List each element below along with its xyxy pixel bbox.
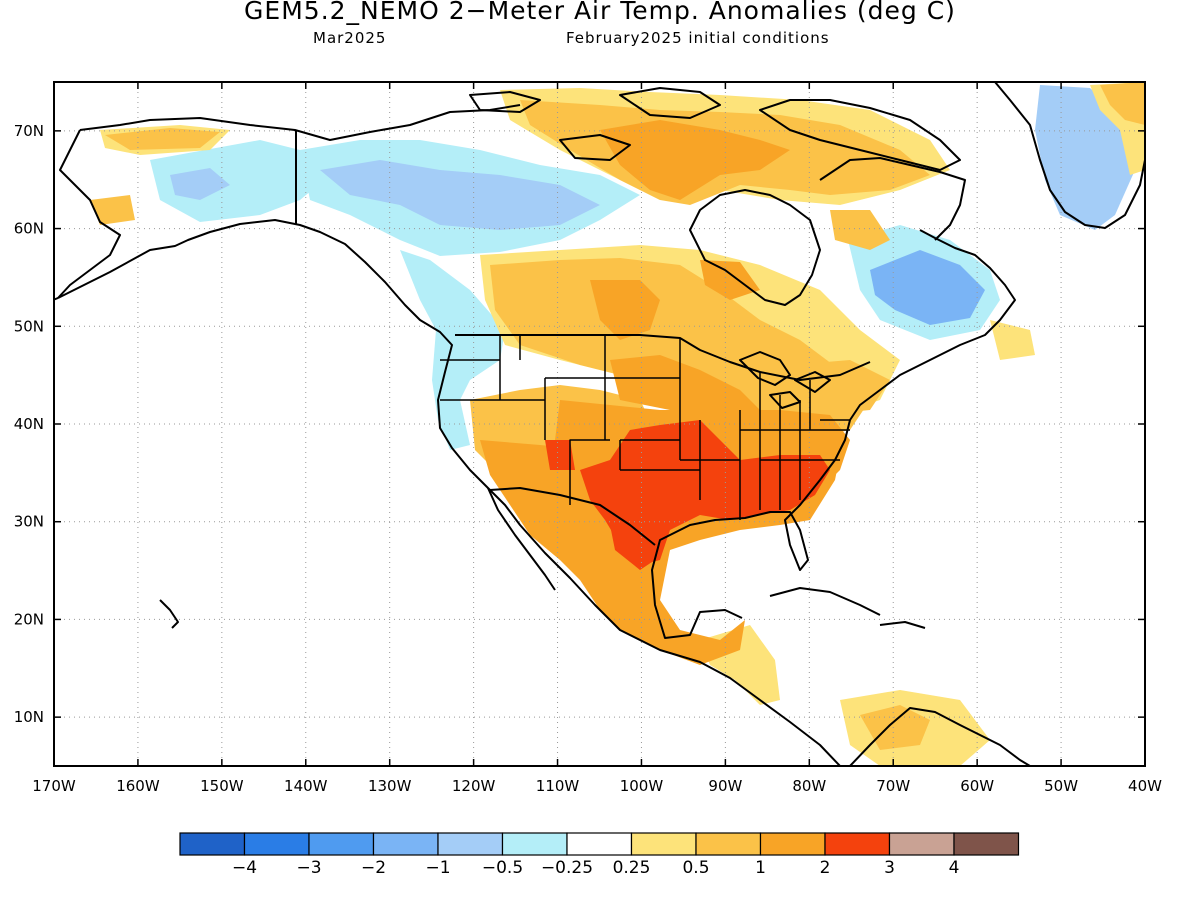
initial-conditions-label: February2025 initial conditions (566, 29, 830, 47)
region-pacific-nw-cool (400, 250, 505, 450)
lon-tick-label: 100W (620, 777, 664, 795)
chart-title: GEM5.2_NEMO 2−Meter Air Temp. Anomalies … (244, 0, 956, 25)
region-atlantic-canada-light-warm (990, 320, 1035, 360)
lon-tick-label: 120W (452, 777, 496, 795)
colorbar-label: 2 (820, 858, 831, 878)
region-southwest-hot (545, 440, 575, 470)
forecast-month: Mar2025 (313, 29, 387, 47)
coastline-baja (487, 487, 556, 591)
lon-tick-label: 140W (284, 777, 328, 795)
lat-tick-label: 20N (14, 610, 44, 628)
lon-tick-label: 60W (960, 777, 994, 795)
colorbar-label: −1 (425, 858, 450, 878)
colorbar-label: 0.5 (682, 858, 709, 878)
coastline-baffin (759, 99, 961, 171)
colorbar-label: 1 (755, 858, 766, 878)
lat-tick-label: 40N (14, 415, 44, 433)
coastlines (54, 82, 1145, 766)
coastline-south-america (849, 707, 1031, 766)
colorbar-swatch (372, 832, 439, 856)
lon-tick-label: 90W (708, 777, 742, 795)
lon-tick-label: 40W (1128, 777, 1162, 795)
lon-tick-label: 110W (536, 777, 580, 795)
coastline-alaska-west (57, 129, 121, 299)
lat-tick-label: 60N (14, 220, 44, 238)
coastline-hudson-bay (689, 189, 821, 306)
lon-tick-label: 150W (200, 777, 244, 795)
colorbar-swatch (437, 832, 504, 856)
coastline-alaska-north (79, 104, 521, 141)
colorbar-label: −2 (361, 858, 386, 878)
colorbar-swatch (179, 832, 246, 856)
coastline-aleutians (54, 297, 59, 301)
state-boundaries (440, 335, 850, 520)
lat-tick-label: 10N (14, 708, 44, 726)
lon-tick-label: 160W (116, 777, 160, 795)
colorbar: −4 −3 −2 −1 −0.5 −0.25 0.25 0.5 1 2 3 4 (179, 832, 1020, 878)
region-plains-warm (610, 355, 760, 415)
region-labrador-cold (870, 250, 985, 325)
region-greenland-cool (1035, 85, 1135, 230)
colorbar-label: 3 (884, 858, 895, 878)
longitude-axis: 170W 160W 150W 140W 130W 120W 110W 100W 90W 80W 70… (32, 82, 1162, 795)
region-alaska-cold (170, 168, 230, 200)
anomaly-shading (90, 82, 1145, 766)
coastline-arctic-island-1 (619, 87, 721, 119)
border-us-canada (455, 334, 871, 381)
coastline-hawaii (159, 599, 179, 629)
colorbar-swatch (630, 832, 697, 856)
region-alaska-warm (90, 195, 135, 225)
colorbar-label: −4 (232, 858, 257, 878)
region-southern-plains-hot (580, 420, 830, 565)
colorbar-swatch (759, 832, 826, 856)
coastline-arctic-island-2 (559, 134, 631, 161)
colorbar-label: −3 (296, 858, 321, 878)
lat-lon-grid (54, 82, 1145, 766)
colorbar-swatch (695, 832, 762, 856)
lon-tick-label: 80W (792, 777, 826, 795)
coastline-north-america (57, 219, 841, 766)
lat-tick-label: 70N (14, 122, 44, 140)
latitude-axis: 10N 20N 30N 40N 50N 60N 70N (14, 122, 1145, 726)
colorbar-swatch (953, 832, 1020, 856)
colorbar-swatch (501, 832, 568, 856)
coastline-hispaniola (879, 621, 926, 629)
region-mexico-hot (610, 525, 655, 570)
coastline-gulf-mexico (651, 229, 1016, 639)
colorbar-swatch (308, 832, 375, 856)
border-us-mexico (489, 487, 656, 546)
colorbar-label: −0.5 (482, 858, 523, 878)
colorbar-swatch (566, 832, 633, 856)
colorbar-label: 0.25 (613, 858, 651, 878)
colorbar-swatch (888, 832, 955, 856)
region-prairies-core-warm (590, 280, 660, 340)
lon-tick-label: 70W (876, 777, 910, 795)
coastline-greenland (994, 82, 1145, 229)
colorbar-label: 4 (949, 858, 960, 878)
region-quebec-warm (830, 210, 890, 250)
colorbar-label: −0.25 (541, 858, 593, 878)
coastline-labrador (819, 157, 966, 241)
region-greenland-warm (1100, 82, 1145, 125)
region-bering-warm (105, 128, 220, 150)
lon-tick-label: 130W (368, 777, 412, 795)
region-alaska-cool (150, 140, 330, 222)
lat-tick-label: 50N (14, 317, 44, 335)
colorbar-swatch (824, 832, 891, 856)
region-hudson-east-orange (700, 260, 760, 300)
coastline-arctic-island-3 (469, 91, 541, 113)
coastline-cuba (769, 587, 881, 616)
lat-tick-label: 30N (14, 513, 44, 531)
region-arctic-orange (600, 120, 790, 200)
lon-tick-label: 170W (32, 777, 76, 795)
colorbar-swatch (243, 832, 310, 856)
lon-tick-label: 50W (1044, 777, 1078, 795)
